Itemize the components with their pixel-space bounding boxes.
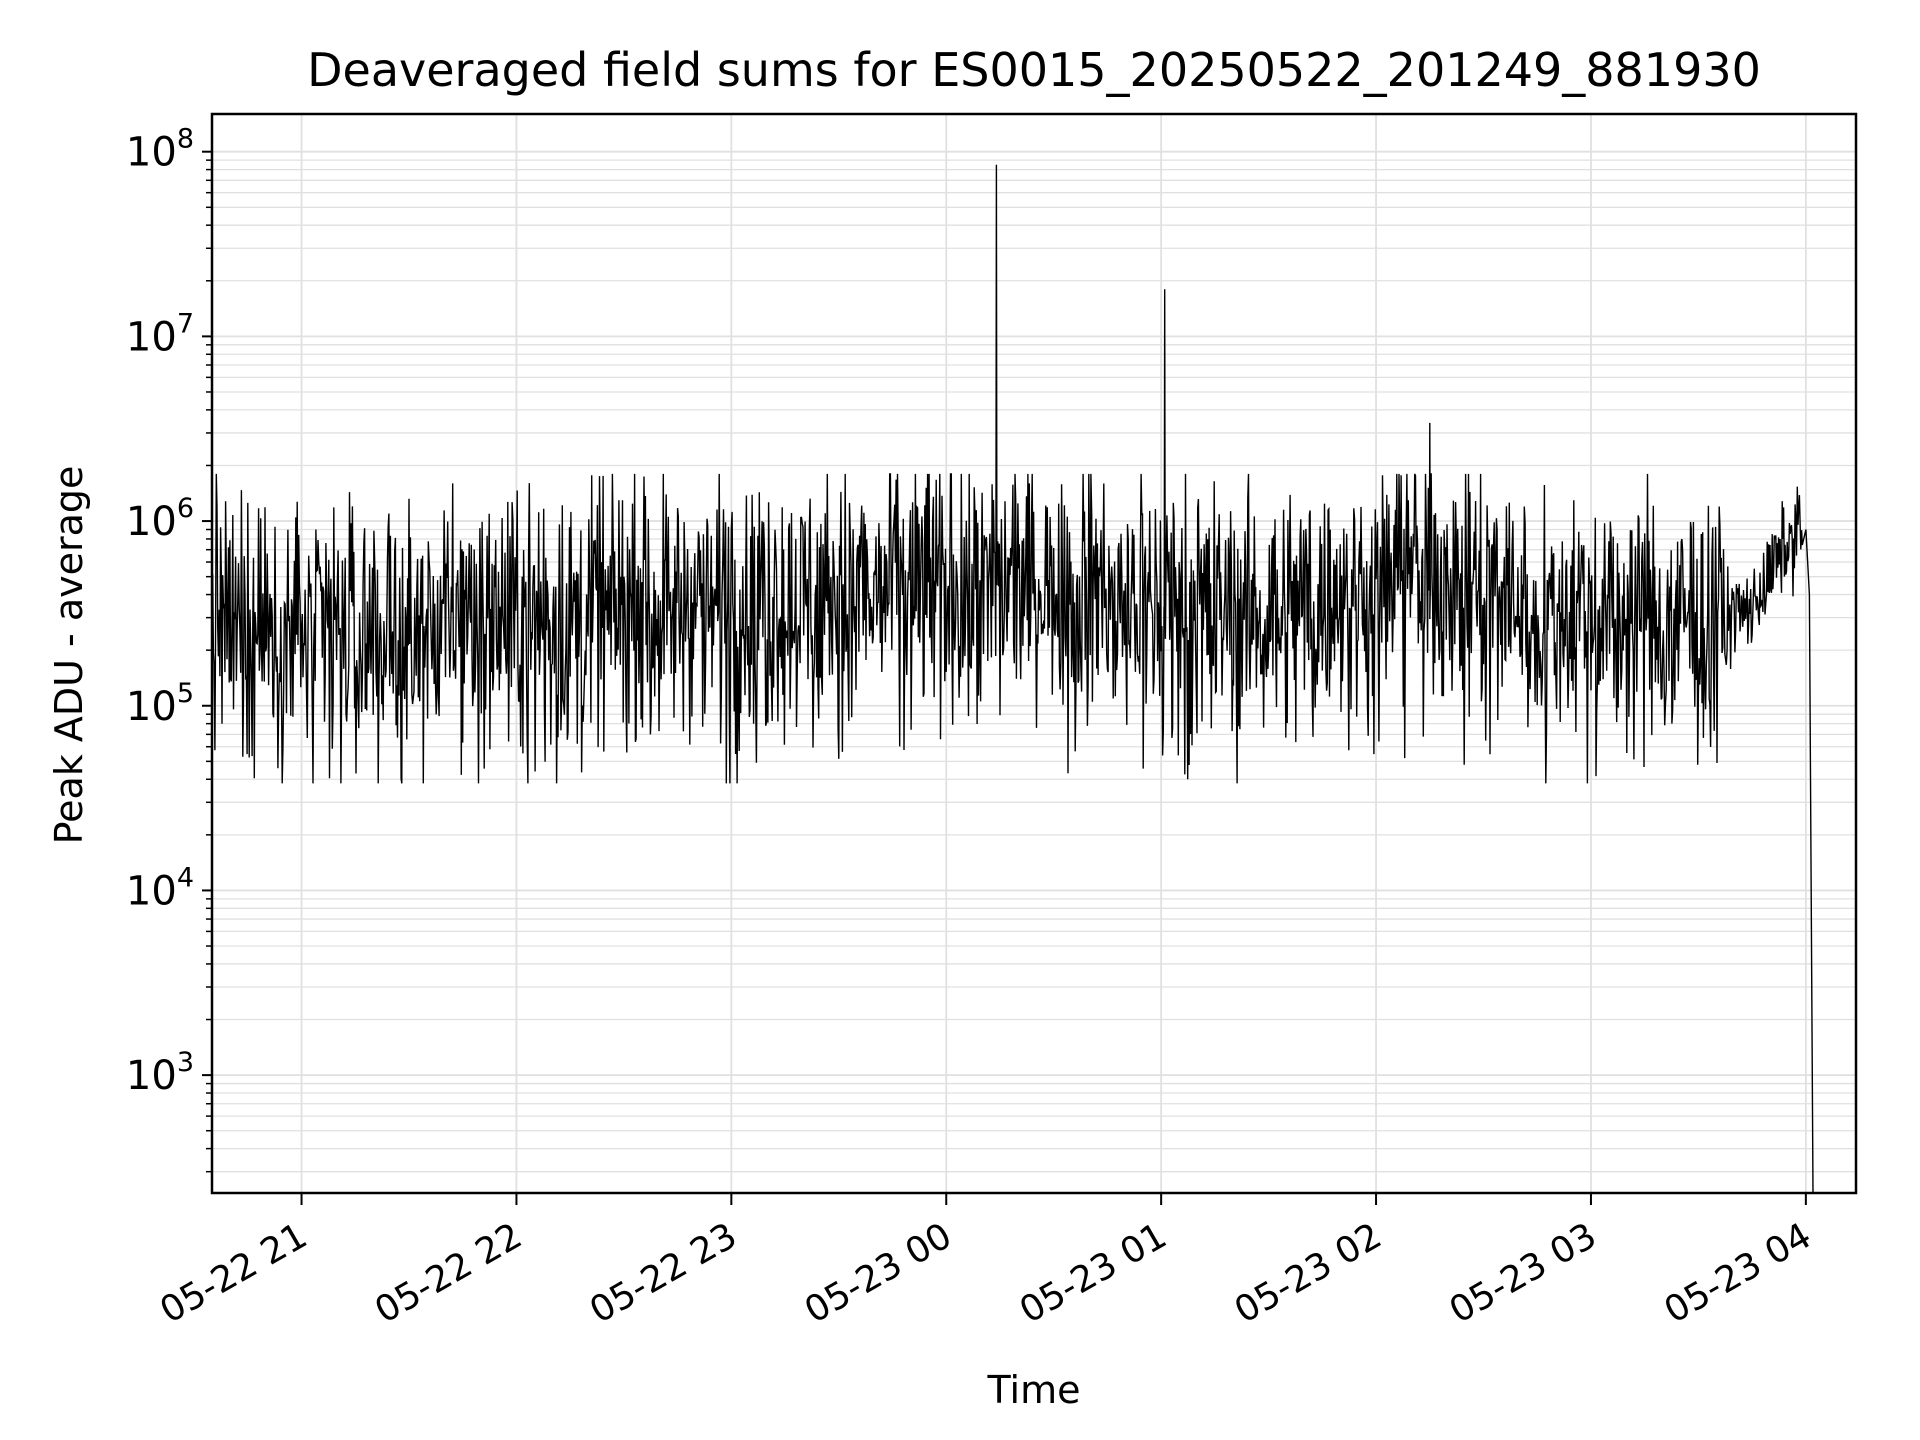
x-tick-label: 05-23 03	[1443, 1215, 1604, 1331]
y-axis-label: Peak ADU - average	[47, 466, 91, 845]
grid-layer	[212, 114, 1856, 1193]
y-tick-label: 106	[126, 493, 194, 545]
plot-frame	[210, 112, 1858, 1195]
x-tick-label: 05-23 02	[1228, 1215, 1389, 1331]
x-tick-label: 05-22 23	[583, 1215, 744, 1331]
x-axis-label: Time	[987, 1368, 1081, 1412]
chart-title: Deaveraged field sums for ES0015_2025052…	[307, 43, 1761, 97]
x-tick-label: 05-23 00	[798, 1215, 959, 1331]
tick-layer: 103 104 105 106 107 108 05-22 21 05-22 22 05-22 …	[126, 124, 1818, 1332]
x-tick-label: 05-22 22	[368, 1215, 529, 1331]
y-tick-label: 103	[126, 1047, 194, 1099]
line-layer	[211, 164, 1814, 1194]
x-tick-label: 05-23 04	[1658, 1215, 1819, 1331]
x-tick-label: 05-22 21	[153, 1215, 314, 1331]
y-tick-label: 105	[126, 678, 194, 730]
y-tick-label: 107	[126, 308, 194, 360]
series-line	[211, 164, 1814, 1194]
y-tick-label: 104	[126, 862, 194, 914]
y-tick-label: 108	[126, 124, 194, 176]
x-tick-label: 05-23 01	[1013, 1215, 1174, 1331]
